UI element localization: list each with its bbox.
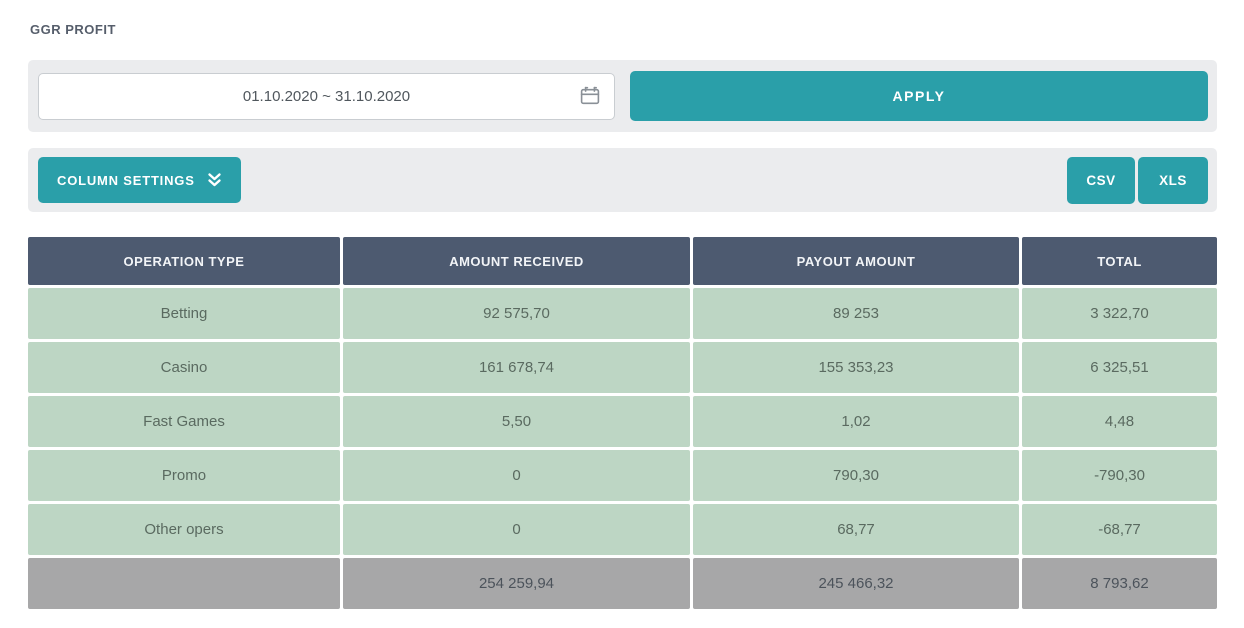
- cell-total: 4,48: [1022, 396, 1217, 447]
- double-chevron-down-icon: [207, 172, 222, 188]
- cell-payout-amount: 1,02: [693, 396, 1019, 447]
- ggr-profit-page: GGR PROFIT APPLY COLUMN SETTINGS: [28, 22, 1217, 609]
- cell-operation-type: Fast Games: [28, 396, 340, 447]
- cell-operation-type: Betting: [28, 288, 340, 339]
- table-toolbar: COLUMN SETTINGS CSV XLS: [28, 148, 1217, 212]
- date-filter-bar: APPLY: [28, 60, 1217, 132]
- date-range-input[interactable]: [39, 73, 614, 119]
- column-header-total: TOTAL: [1022, 237, 1217, 285]
- column-settings-label: COLUMN SETTINGS: [57, 172, 195, 188]
- footer-cell-operation-type: [28, 558, 340, 609]
- cell-total: -790,30: [1022, 450, 1217, 501]
- cell-payout-amount: 155 353,23: [693, 342, 1019, 393]
- cell-operation-type: Casino: [28, 342, 340, 393]
- cell-payout-amount: 89 253: [693, 288, 1019, 339]
- column-header-operation-type: OPERATION TYPE: [28, 237, 340, 285]
- cell-total: -68,77: [1022, 504, 1217, 555]
- date-range-picker[interactable]: [38, 72, 615, 120]
- export-csv-button[interactable]: CSV: [1067, 156, 1135, 204]
- calendar-icon[interactable]: [579, 86, 601, 107]
- cell-amount-received: 0: [343, 504, 690, 555]
- cell-payout-amount: 790,30: [693, 450, 1019, 501]
- column-settings-button[interactable]: COLUMN SETTINGS: [38, 157, 241, 203]
- cell-amount-received: 0: [343, 450, 690, 501]
- apply-button[interactable]: APPLY: [630, 71, 1208, 121]
- cell-amount-received: 5,50: [343, 396, 690, 447]
- column-header-amount-received: AMOUNT RECEIVED: [343, 237, 690, 285]
- cell-payout-amount: 68,77: [693, 504, 1019, 555]
- cell-total: 6 325,51: [1022, 342, 1217, 393]
- cell-amount-received: 161 678,74: [343, 342, 690, 393]
- cell-operation-type: Other opers: [28, 504, 340, 555]
- page-title: GGR PROFIT: [30, 22, 116, 37]
- footer-cell-amount-received: 254 259,94: [343, 558, 690, 609]
- footer-cell-payout-amount: 245 466,32: [693, 558, 1019, 609]
- footer-cell-total: 8 793,62: [1022, 558, 1217, 609]
- export-xls-button[interactable]: XLS: [1138, 156, 1208, 204]
- cell-total: 3 322,70: [1022, 288, 1217, 339]
- column-header-payout-amount: PAYOUT AMOUNT: [693, 237, 1019, 285]
- ggr-profit-table: OPERATION TYPE AMOUNT RECEIVED PAYOUT AM…: [28, 237, 1217, 609]
- cell-amount-received: 92 575,70: [343, 288, 690, 339]
- cell-operation-type: Promo: [28, 450, 340, 501]
